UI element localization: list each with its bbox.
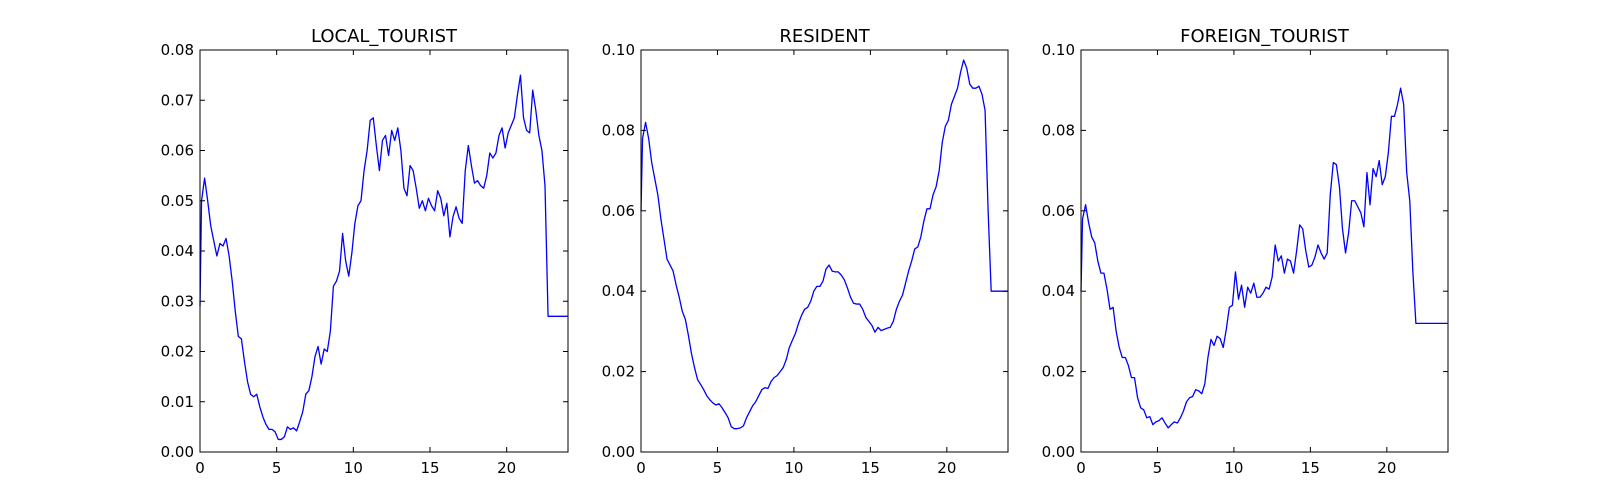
axes-frame <box>640 49 1009 453</box>
y-tick-label: 0.06 <box>161 142 194 160</box>
y-tick-label: 0.06 <box>1042 202 1075 220</box>
y-tick-label: 0.00 <box>161 443 194 461</box>
x-tick-label: 20 <box>1377 459 1396 477</box>
y-tick-label: 0.00 <box>1042 443 1075 461</box>
y-tick-label: 0.03 <box>161 292 194 310</box>
chart-title: LOCAL_TOURIST <box>311 26 458 47</box>
x-tick-label: 10 <box>1224 459 1243 477</box>
x-tick-label: 15 <box>420 459 439 477</box>
chart-panel-3: 0 5 10 15 20 0.00 0.02 0.04 0.06 0.08 0.10 FOREIGN_… <box>1042 26 1449 477</box>
x-tick-label: 15 <box>861 459 880 477</box>
x-tick-label: 5 <box>713 459 723 477</box>
x-tick-label: 15 <box>1301 459 1320 477</box>
y-tick-label: 0.00 <box>602 443 635 461</box>
y-tick-label: 0.02 <box>602 363 635 381</box>
series-line-3-1 <box>1080 87 1448 429</box>
x-tick-label: 20 <box>497 459 516 477</box>
chart-panel-1: 0 5 10 15 20 0.00 0.01 0.02 0.03 0.04 0.05 0.06 0.07… <box>161 26 569 477</box>
x-tick-label: 0 <box>195 459 205 477</box>
y-tick-label: 0.06 <box>602 202 635 220</box>
x-tick-label: 5 <box>272 459 282 477</box>
y-tick-label: 0.10 <box>1042 41 1075 59</box>
x-tick-label: 10 <box>784 459 803 477</box>
y-tick-label: 0.02 <box>1042 363 1075 381</box>
y-tick-label: 0.04 <box>161 242 194 260</box>
y-tick-label: 0.04 <box>1042 282 1075 300</box>
axes-frame <box>1080 49 1449 453</box>
series-line-1-1 <box>199 74 568 441</box>
y-tick-label: 0.04 <box>602 282 635 300</box>
y-tick-label: 0.08 <box>1042 121 1075 139</box>
x-tick-label: 20 <box>937 459 956 477</box>
y-tick-label: 0.01 <box>161 393 194 411</box>
x-tick-label: 0 <box>636 459 646 477</box>
x-tick-label: 5 <box>1153 459 1163 477</box>
series-line-2-1 <box>640 59 1008 430</box>
y-tick-label: 0.05 <box>161 192 194 210</box>
y-tick-label: 0.10 <box>602 41 635 59</box>
y-tick-label: 0.08 <box>161 41 194 59</box>
axes-frame <box>199 49 569 453</box>
chart-panel-2: 0 5 10 15 20 0.00 0.02 0.04 0.06 0.08 0.10 RESIDENT <box>602 26 1009 477</box>
x-tick-label: 0 <box>1076 459 1086 477</box>
chart-title: RESIDENT <box>779 26 870 47</box>
y-tick-label: 0.07 <box>161 91 194 109</box>
chart-title: FOREIGN_TOURIST <box>1180 26 1350 47</box>
x-tick-label: 10 <box>344 459 363 477</box>
y-tick-label: 0.08 <box>602 121 635 139</box>
y-tick-label: 0.02 <box>161 343 194 361</box>
